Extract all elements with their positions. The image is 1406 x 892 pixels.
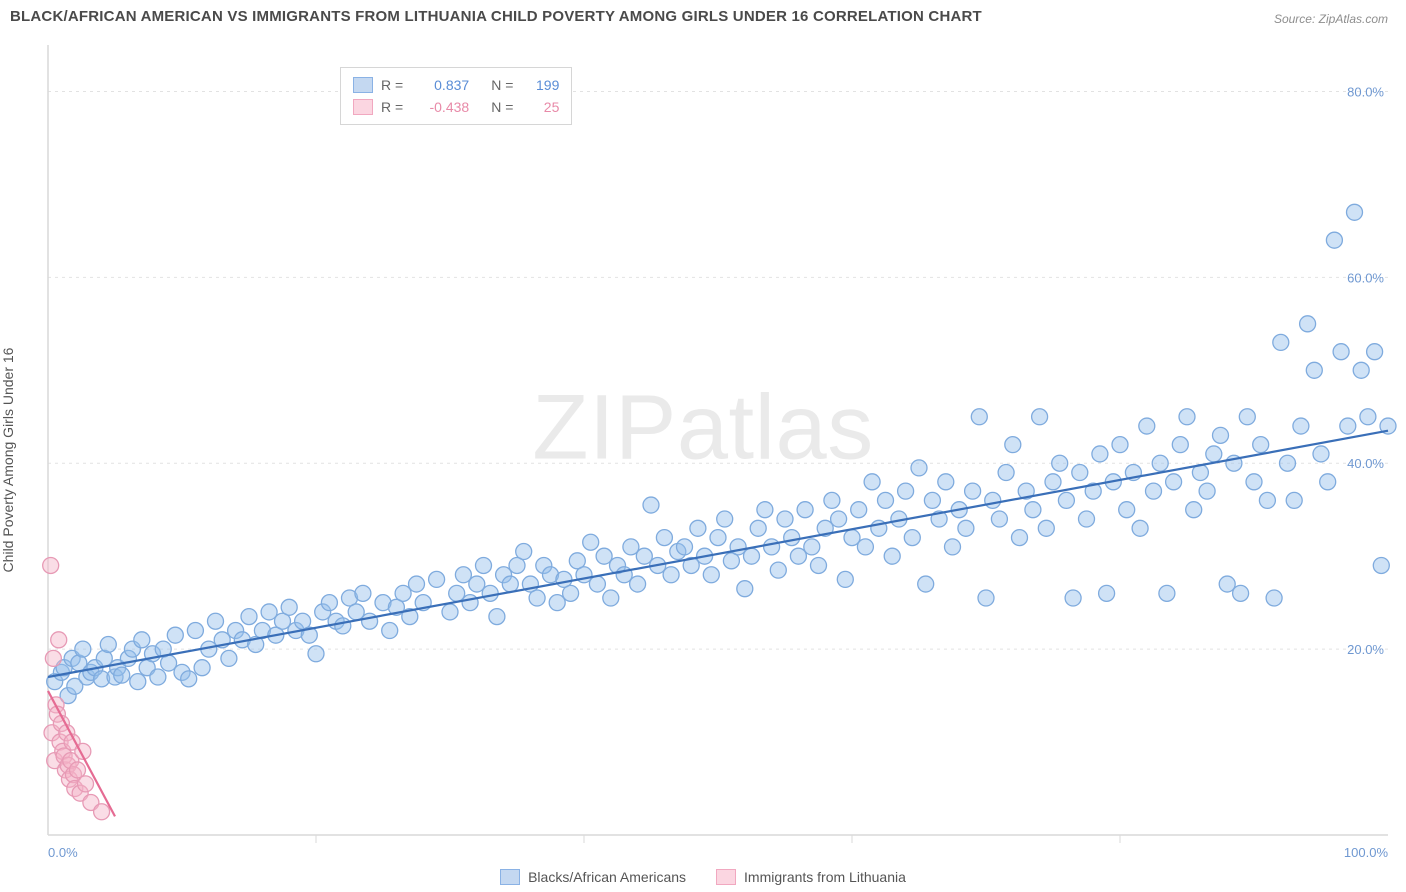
series-legend-item: Blacks/African Americans — [500, 869, 686, 885]
legend-r-value: -0.438 — [415, 96, 469, 118]
chart-title: BLACK/AFRICAN AMERICAN VS IMMIGRANTS FRO… — [10, 8, 982, 25]
legend-n-value: 199 — [525, 74, 559, 96]
svg-text:40.0%: 40.0% — [1347, 456, 1384, 471]
legend-swatch — [716, 869, 736, 885]
legend-r-value: 0.837 — [415, 74, 469, 96]
series-legend-label: Blacks/African Americans — [528, 869, 686, 885]
stats-legend-row: R = -0.438 N = 25 — [353, 96, 559, 118]
scatter-chart-svg: 20.0% 40.0% 60.0% 80.0% 0.0% 100.0% — [0, 30, 1406, 860]
legend-swatch — [353, 77, 373, 93]
legend-n-label: N = — [491, 74, 513, 96]
series-legend: Blacks/African Americans Immigrants from … — [0, 862, 1406, 892]
source-attribution: Source: ZipAtlas.com — [1274, 12, 1388, 26]
legend-n-label: N = — [491, 96, 513, 118]
series-legend-item: Immigrants from Lithuania — [716, 869, 906, 885]
svg-text:60.0%: 60.0% — [1347, 270, 1384, 285]
legend-n-value: 25 — [525, 96, 559, 118]
legend-r-label: R = — [381, 74, 403, 96]
legend-swatch — [353, 99, 373, 115]
series-legend-label: Immigrants from Lithuania — [744, 869, 906, 885]
stats-legend-box: R = 0.837 N = 199 R = -0.438 N = 25 — [340, 67, 572, 125]
stats-legend-row: R = 0.837 N = 199 — [353, 74, 559, 96]
svg-text:100.0%: 100.0% — [1344, 845, 1389, 860]
svg-text:80.0%: 80.0% — [1347, 84, 1384, 99]
legend-swatch — [500, 869, 520, 885]
y-axis-label: Child Poverty Among Girls Under 16 — [0, 348, 16, 573]
chart-area: Child Poverty Among Girls Under 16 20.0%… — [0, 30, 1406, 860]
svg-text:20.0%: 20.0% — [1347, 642, 1384, 657]
svg-text:0.0%: 0.0% — [48, 845, 78, 860]
legend-r-label: R = — [381, 96, 403, 118]
